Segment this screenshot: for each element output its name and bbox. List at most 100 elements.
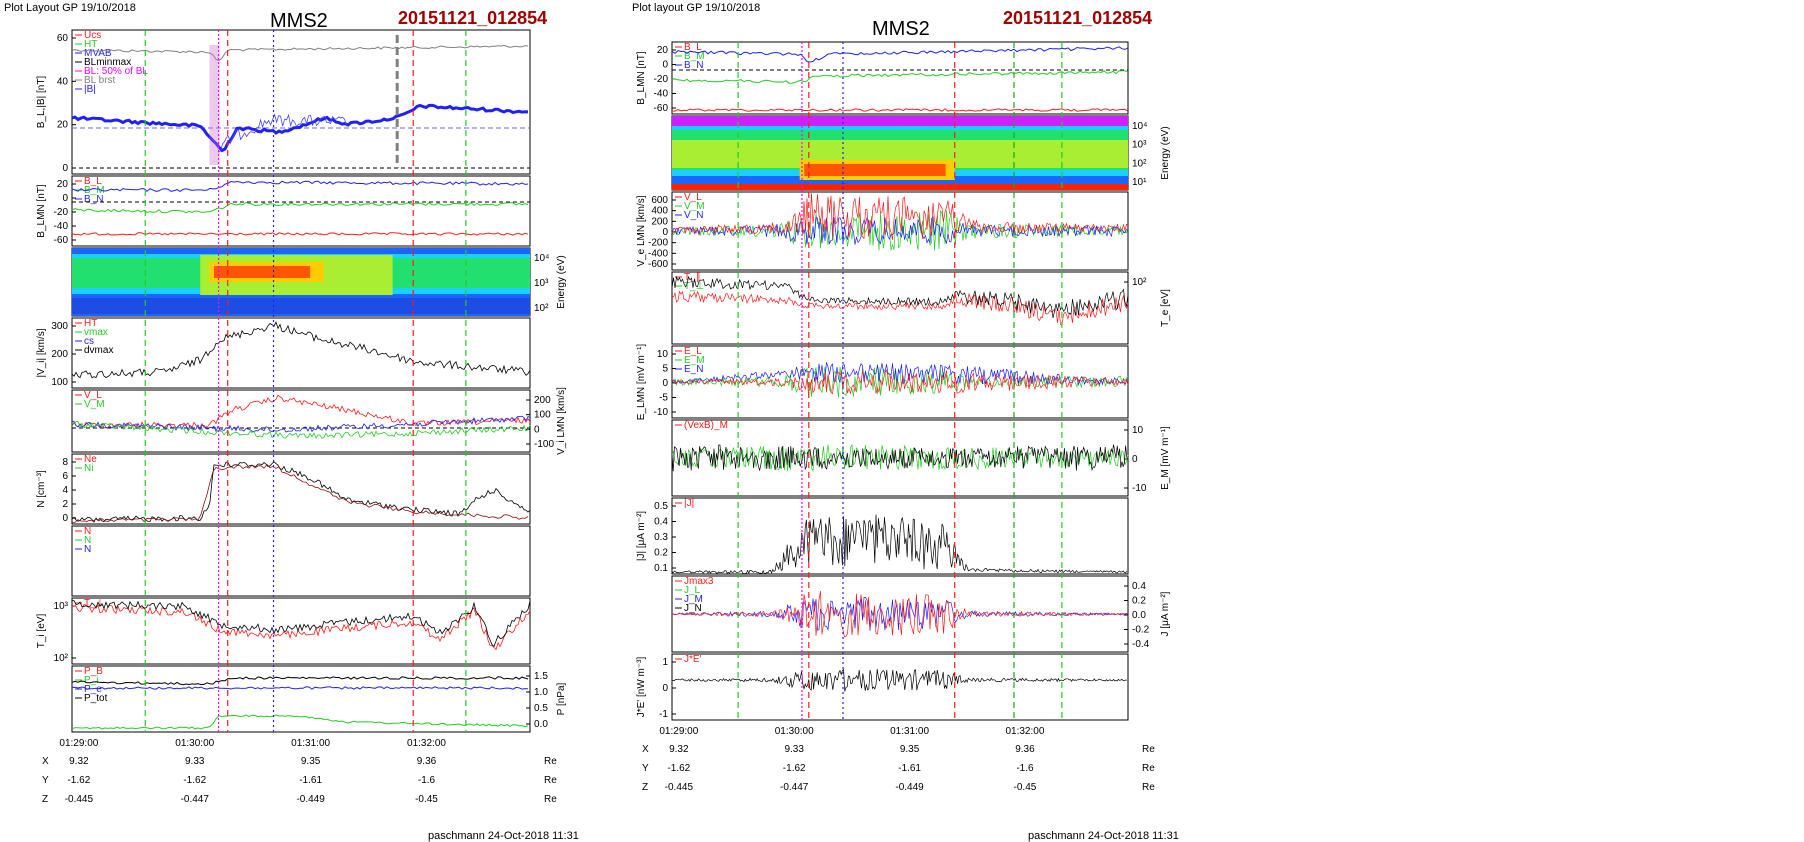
tick-label: 40 [57, 76, 69, 87]
tick-label-right: 0.0 [534, 719, 548, 730]
tick-label: -200 [648, 238, 668, 249]
tick-label: 0 [662, 227, 668, 238]
tick-label: -20 [654, 74, 669, 85]
panel-frame-L1 [71, 29, 531, 175]
tick-label: 0 [62, 513, 68, 524]
series-vn [71, 415, 531, 433]
tick-label-right: 10⁴ [1132, 121, 1147, 132]
legend-label: BLminmax [84, 57, 131, 68]
ephem-value: -0.449 [895, 782, 924, 793]
tick-label-right: 1.0 [534, 687, 548, 698]
tick-label: 10 [657, 349, 669, 360]
legend-label: Jmax3 [684, 576, 714, 587]
y-axis-label-right: E_M [mV m⁻¹] [1160, 426, 1171, 490]
time-tick-label: 01:31:00 [890, 726, 929, 737]
time-tick-label: 01:31:00 [291, 738, 330, 749]
legend-label: (VexB)_M [684, 420, 728, 431]
y-axis-label-right: Energy (eV) [556, 255, 567, 308]
ephem-unit: Re [1142, 763, 1155, 774]
tick-label-right: 0.5 [534, 703, 548, 714]
series-bn-lmn [71, 232, 529, 236]
series-je [671, 668, 1127, 692]
y-axis-label-right: J [μA m⁻²] [1160, 591, 1171, 636]
tick-label: 20 [57, 179, 69, 190]
legend-label: T_⊥ [84, 598, 104, 609]
series-bl [71, 103, 529, 153]
tick-label: 200 [51, 349, 68, 360]
legend-label: HT [84, 318, 97, 329]
legend-label: Ni [84, 463, 93, 474]
y-axis-label: N [cm⁻³] [36, 470, 47, 508]
legend-label: BL brst [84, 75, 116, 86]
ephem-value: -0.449 [296, 794, 325, 805]
ephem-value: -1.6 [418, 775, 436, 786]
ephem-unit: Re [544, 756, 557, 767]
footer-right: paschmann 24-Oct-2018 11:31 [1028, 830, 1179, 842]
ephem-unit: Re [544, 775, 557, 786]
time-tick-label: 01:30:00 [775, 726, 814, 737]
tick-label-right: -0.2 [1132, 625, 1150, 636]
legend-label: J_L [684, 585, 701, 596]
y-axis-label: B_LMN [nT] [636, 51, 647, 105]
tick-label: 0 [62, 163, 68, 174]
legend-label: vmax [84, 327, 108, 338]
tick-label-right: 10⁴ [534, 253, 549, 264]
y-axis-label-right: Energy (eV) [1160, 126, 1171, 179]
legend-label: B_M [84, 185, 105, 196]
tick-label-right: -0.4 [1132, 639, 1150, 650]
tick-label-right: 10² [534, 303, 549, 314]
y-axis-label: |J| [μA m⁻²] [636, 511, 647, 561]
tick-label: 100 [51, 377, 68, 388]
y-axis-label: T_i [eV] [36, 614, 47, 649]
legend-label: MVAB [84, 48, 112, 59]
tick-label: 300 [51, 321, 68, 332]
event-id-right: 20151121_012854 [1003, 8, 1153, 28]
mvab-band [209, 45, 220, 165]
series-ti-perp [71, 600, 531, 647]
tick-label: 0 [62, 193, 68, 204]
ephem-unit: Re [1142, 782, 1155, 793]
tick-label: 20 [657, 45, 669, 56]
legend-label: B_L [684, 42, 702, 53]
series-e-l [671, 362, 1129, 386]
legend-label: Ne [84, 454, 97, 465]
ephem-value: 9.35 [900, 744, 920, 755]
spacecraft-title-right: MMS2 [872, 18, 930, 40]
series-pi [71, 714, 529, 730]
series-vm [71, 420, 531, 439]
tick-label: -10 [654, 407, 669, 418]
tick-label: 0.2 [654, 548, 668, 559]
legend-label: N [84, 544, 91, 555]
spectrogram-band [672, 184, 1128, 190]
tick-label-right: 10² [1132, 158, 1147, 169]
series-e-m [671, 366, 1129, 398]
spectrogram-band [804, 164, 946, 176]
layout-label-left: Plot Layout GP 19/10/2018 [4, 2, 136, 14]
legend-label: Ucs [84, 30, 101, 41]
panel-frame-R5 [671, 345, 1129, 419]
panel-frame-R3 [671, 191, 1129, 271]
tick-label: 0.3 [654, 532, 668, 543]
tick-label-right: 0.4 [1132, 581, 1146, 592]
tick-label: 6 [62, 471, 68, 482]
series-jmag [671, 514, 1128, 575]
ephem-name: Y [42, 775, 49, 786]
legend-label: P_i [84, 675, 98, 686]
tick-label: -5 [659, 393, 668, 404]
panel-frame-R7 [671, 497, 1129, 575]
panel-frame-L2 [71, 175, 531, 247]
ephem-value: -0.447 [780, 782, 809, 793]
y-axis-label: V_e LMN [km/s] [636, 195, 647, 266]
tick-label: 10² [54, 653, 69, 664]
legend-label: J_N [684, 603, 702, 614]
tick-label: -40 [654, 89, 669, 100]
tick-label: -20 [54, 207, 69, 218]
spacecraft-title-left: MMS2 [270, 10, 328, 32]
ephem-value: -0.45 [415, 794, 438, 805]
tick-label: 200 [651, 216, 668, 227]
ephem-value: -0.445 [65, 794, 94, 805]
series-bl-lmn [71, 180, 529, 192]
ephem-value: -1.61 [898, 763, 921, 774]
tick-label-right: 0 [1132, 454, 1138, 465]
tick-label: 20 [57, 120, 69, 131]
